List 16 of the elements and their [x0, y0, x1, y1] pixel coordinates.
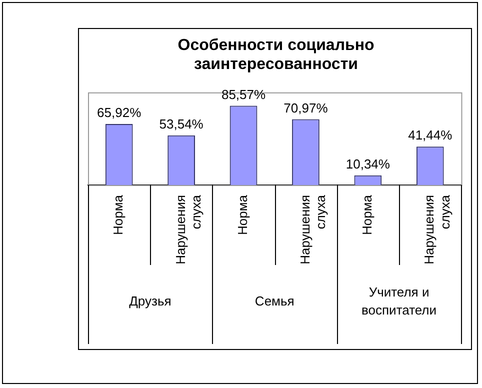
- x-tick-label: Нарушения слуха: [172, 194, 204, 264]
- text: Учителя и воспитатели: [362, 284, 437, 318]
- data-label: 41,44%: [408, 128, 453, 143]
- x-tick-label: Норма: [110, 194, 126, 236]
- data-label: 65,92%: [97, 105, 142, 120]
- x-tick-label: Норма: [235, 194, 250, 236]
- data-label: 10,34%: [346, 156, 390, 172]
- x-tick-label: Нарушения слуха: [297, 194, 328, 264]
- x-tick-label: Норма: [360, 194, 375, 236]
- x-tick-label: Нарушения слуха: [422, 194, 452, 264]
- chart-title: Особенности социально заинтересованности: [178, 37, 374, 74]
- data-label: 53,54%: [159, 116, 204, 132]
- text: Друзья: [129, 294, 172, 309]
- text: Семья: [254, 294, 294, 309]
- data-label: 85,57%: [221, 86, 266, 102]
- data-label: 70,97%: [284, 100, 328, 116]
